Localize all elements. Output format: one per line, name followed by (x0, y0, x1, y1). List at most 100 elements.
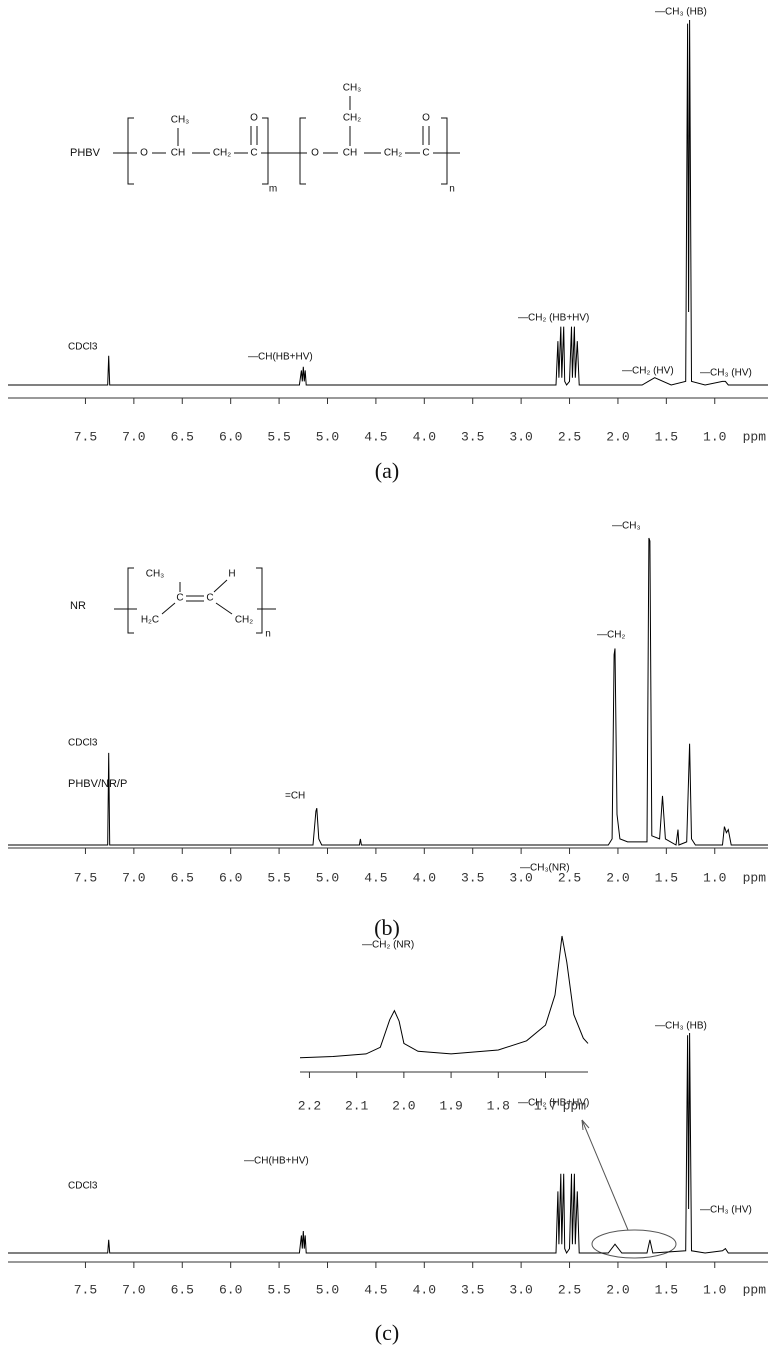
x-tick-label: 7.0 (122, 1282, 145, 1297)
x-tick-label: 7.5 (74, 1282, 97, 1297)
x-tick-label: 5.5 (267, 1282, 290, 1297)
x-tick-label: 2.5 (558, 429, 581, 444)
structure-atom: C (206, 593, 213, 604)
x-tick-label: 5.0 (316, 1282, 339, 1297)
x-tick-label: 4.0 (413, 1282, 436, 1297)
x-tick-label: 3.5 (461, 870, 484, 885)
x-tick-label: 2.5 (558, 870, 581, 885)
structure-atom: O (250, 113, 258, 124)
inset-callout (581, 1119, 677, 1259)
phbv-structure-bonds (113, 96, 460, 185)
spectrum-line (299, 935, 589, 1059)
panel-label: PHBV/NR/P (68, 778, 127, 790)
peak-annotation: —CH₃ (HB) (655, 1021, 707, 1032)
structure-atom: H₂C (141, 615, 159, 626)
x-axis-label: ppm (743, 1282, 767, 1297)
x-tick-label: 3.5 (461, 429, 484, 444)
spectrum-line (8, 19, 768, 386)
panel-label: PHBV (70, 147, 101, 159)
panel-caption: (c) (375, 1320, 399, 1345)
x-tick-label: 4.0 (413, 429, 436, 444)
x-tick-label: 2.1 (345, 1098, 369, 1113)
peak-annotation: CDCl3 (68, 342, 98, 353)
x-tick-label: 1.5 (655, 1282, 678, 1297)
x-tick-label: 7.5 (74, 870, 97, 885)
x-axis-label: ppm (743, 429, 767, 444)
x-tick-label: 7.0 (122, 429, 145, 444)
x-tick-label: 3.5 (461, 1282, 484, 1297)
structure-atom: O (311, 148, 319, 159)
x-tick-label: 5.5 (267, 870, 290, 885)
x-tick-label: 3.0 (509, 1282, 532, 1297)
x-tick-label: 6.0 (219, 1282, 242, 1297)
peak-annotation: —CH₂ (HB+HV) (518, 1098, 589, 1109)
x-tick-label: 5.5 (267, 429, 290, 444)
x-tick-label: 6.0 (219, 429, 242, 444)
spectrum-line (8, 1032, 768, 1255)
x-tick-label: 2.0 (606, 1282, 629, 1297)
x-tick-label: 5.0 (316, 429, 339, 444)
peak-annotation: —CH₃(NR) (520, 863, 570, 874)
structure-atom: CH₃ (171, 115, 190, 126)
x-tick-label: 2.0 (606, 870, 629, 885)
peak-annotation: CDCl3 (68, 738, 98, 749)
structure-atom: CH₃ (343, 83, 362, 94)
structure-atom: CH₂ (384, 148, 402, 159)
x-tick-label: 4.0 (413, 870, 436, 885)
peak-annotation: —CH₂ (HB+HV) (518, 313, 589, 324)
x-tick-label: 2.5 (558, 1282, 581, 1297)
panel-label: NR (70, 600, 86, 612)
peak-annotation: —CH(HB+HV) (248, 352, 313, 363)
structure-atom: C (250, 148, 257, 159)
peak-annotation: —CH₂ (NR) (362, 940, 414, 951)
x-tick-label: 1.0 (703, 429, 726, 444)
peak-annotation: —CH(HB+HV) (244, 1156, 309, 1167)
x-tick-label: 1.9 (439, 1098, 462, 1113)
peak-annotation: —CH₃ (HV) (700, 1205, 752, 1216)
x-tick-label: 2.0 (606, 429, 629, 444)
x-tick-label: 1.0 (703, 870, 726, 885)
peak-annotation: —CH₂ (597, 630, 625, 641)
x-tick-label: 6.5 (171, 429, 194, 444)
x-tick-label: 3.0 (509, 870, 532, 885)
structure-atom: H (228, 569, 235, 580)
structure-atom: O (422, 113, 430, 124)
peak-annotation: —CH₂ (HV) (622, 366, 674, 377)
structure-atom: m (269, 184, 277, 195)
x-axis-label: ppm (743, 870, 767, 885)
structure-atom: CH₂ (343, 113, 361, 124)
x-tick-label: 4.5 (364, 870, 387, 885)
peak-annotation: CDCl3 (68, 1181, 98, 1192)
peak-annotation: =CH (285, 791, 305, 802)
x-tick-label: 7.5 (74, 429, 97, 444)
panel-caption: (b) (374, 915, 400, 940)
nr-structure-bonds (114, 567, 276, 634)
structure-atom: CH (343, 148, 357, 159)
structure-atom: CH₂ (213, 148, 231, 159)
structure-atom: CH₂ (235, 615, 253, 626)
x-tick-label: 2.0 (392, 1098, 415, 1113)
x-axis-label: ppm (563, 1098, 587, 1113)
x-tick-label: 4.5 (364, 429, 387, 444)
structure-atom: CH₃ (146, 569, 165, 580)
structure-atom: CH (171, 148, 185, 159)
x-tick-label: 1.8 (487, 1098, 510, 1113)
x-tick-label: 1.5 (655, 429, 678, 444)
peak-annotation: —CH₃ (HV) (700, 368, 752, 379)
structure-atom: O (140, 148, 148, 159)
x-tick-label: 1.0 (703, 1282, 726, 1297)
x-tick-label: 2.2 (298, 1098, 321, 1113)
x-tick-label: 1.5 (655, 870, 678, 885)
x-tick-label: 7.0 (122, 870, 145, 885)
structure-atom: n (449, 184, 455, 195)
spectrum-line (8, 537, 768, 846)
x-tick-label: 5.0 (316, 870, 339, 885)
peak-annotation: —CH₃ (612, 521, 641, 532)
x-tick-label: 6.0 (219, 870, 242, 885)
x-tick-label: 1.7 (534, 1098, 557, 1113)
x-tick-label: 3.0 (509, 429, 532, 444)
structure-atom: n (265, 629, 271, 640)
